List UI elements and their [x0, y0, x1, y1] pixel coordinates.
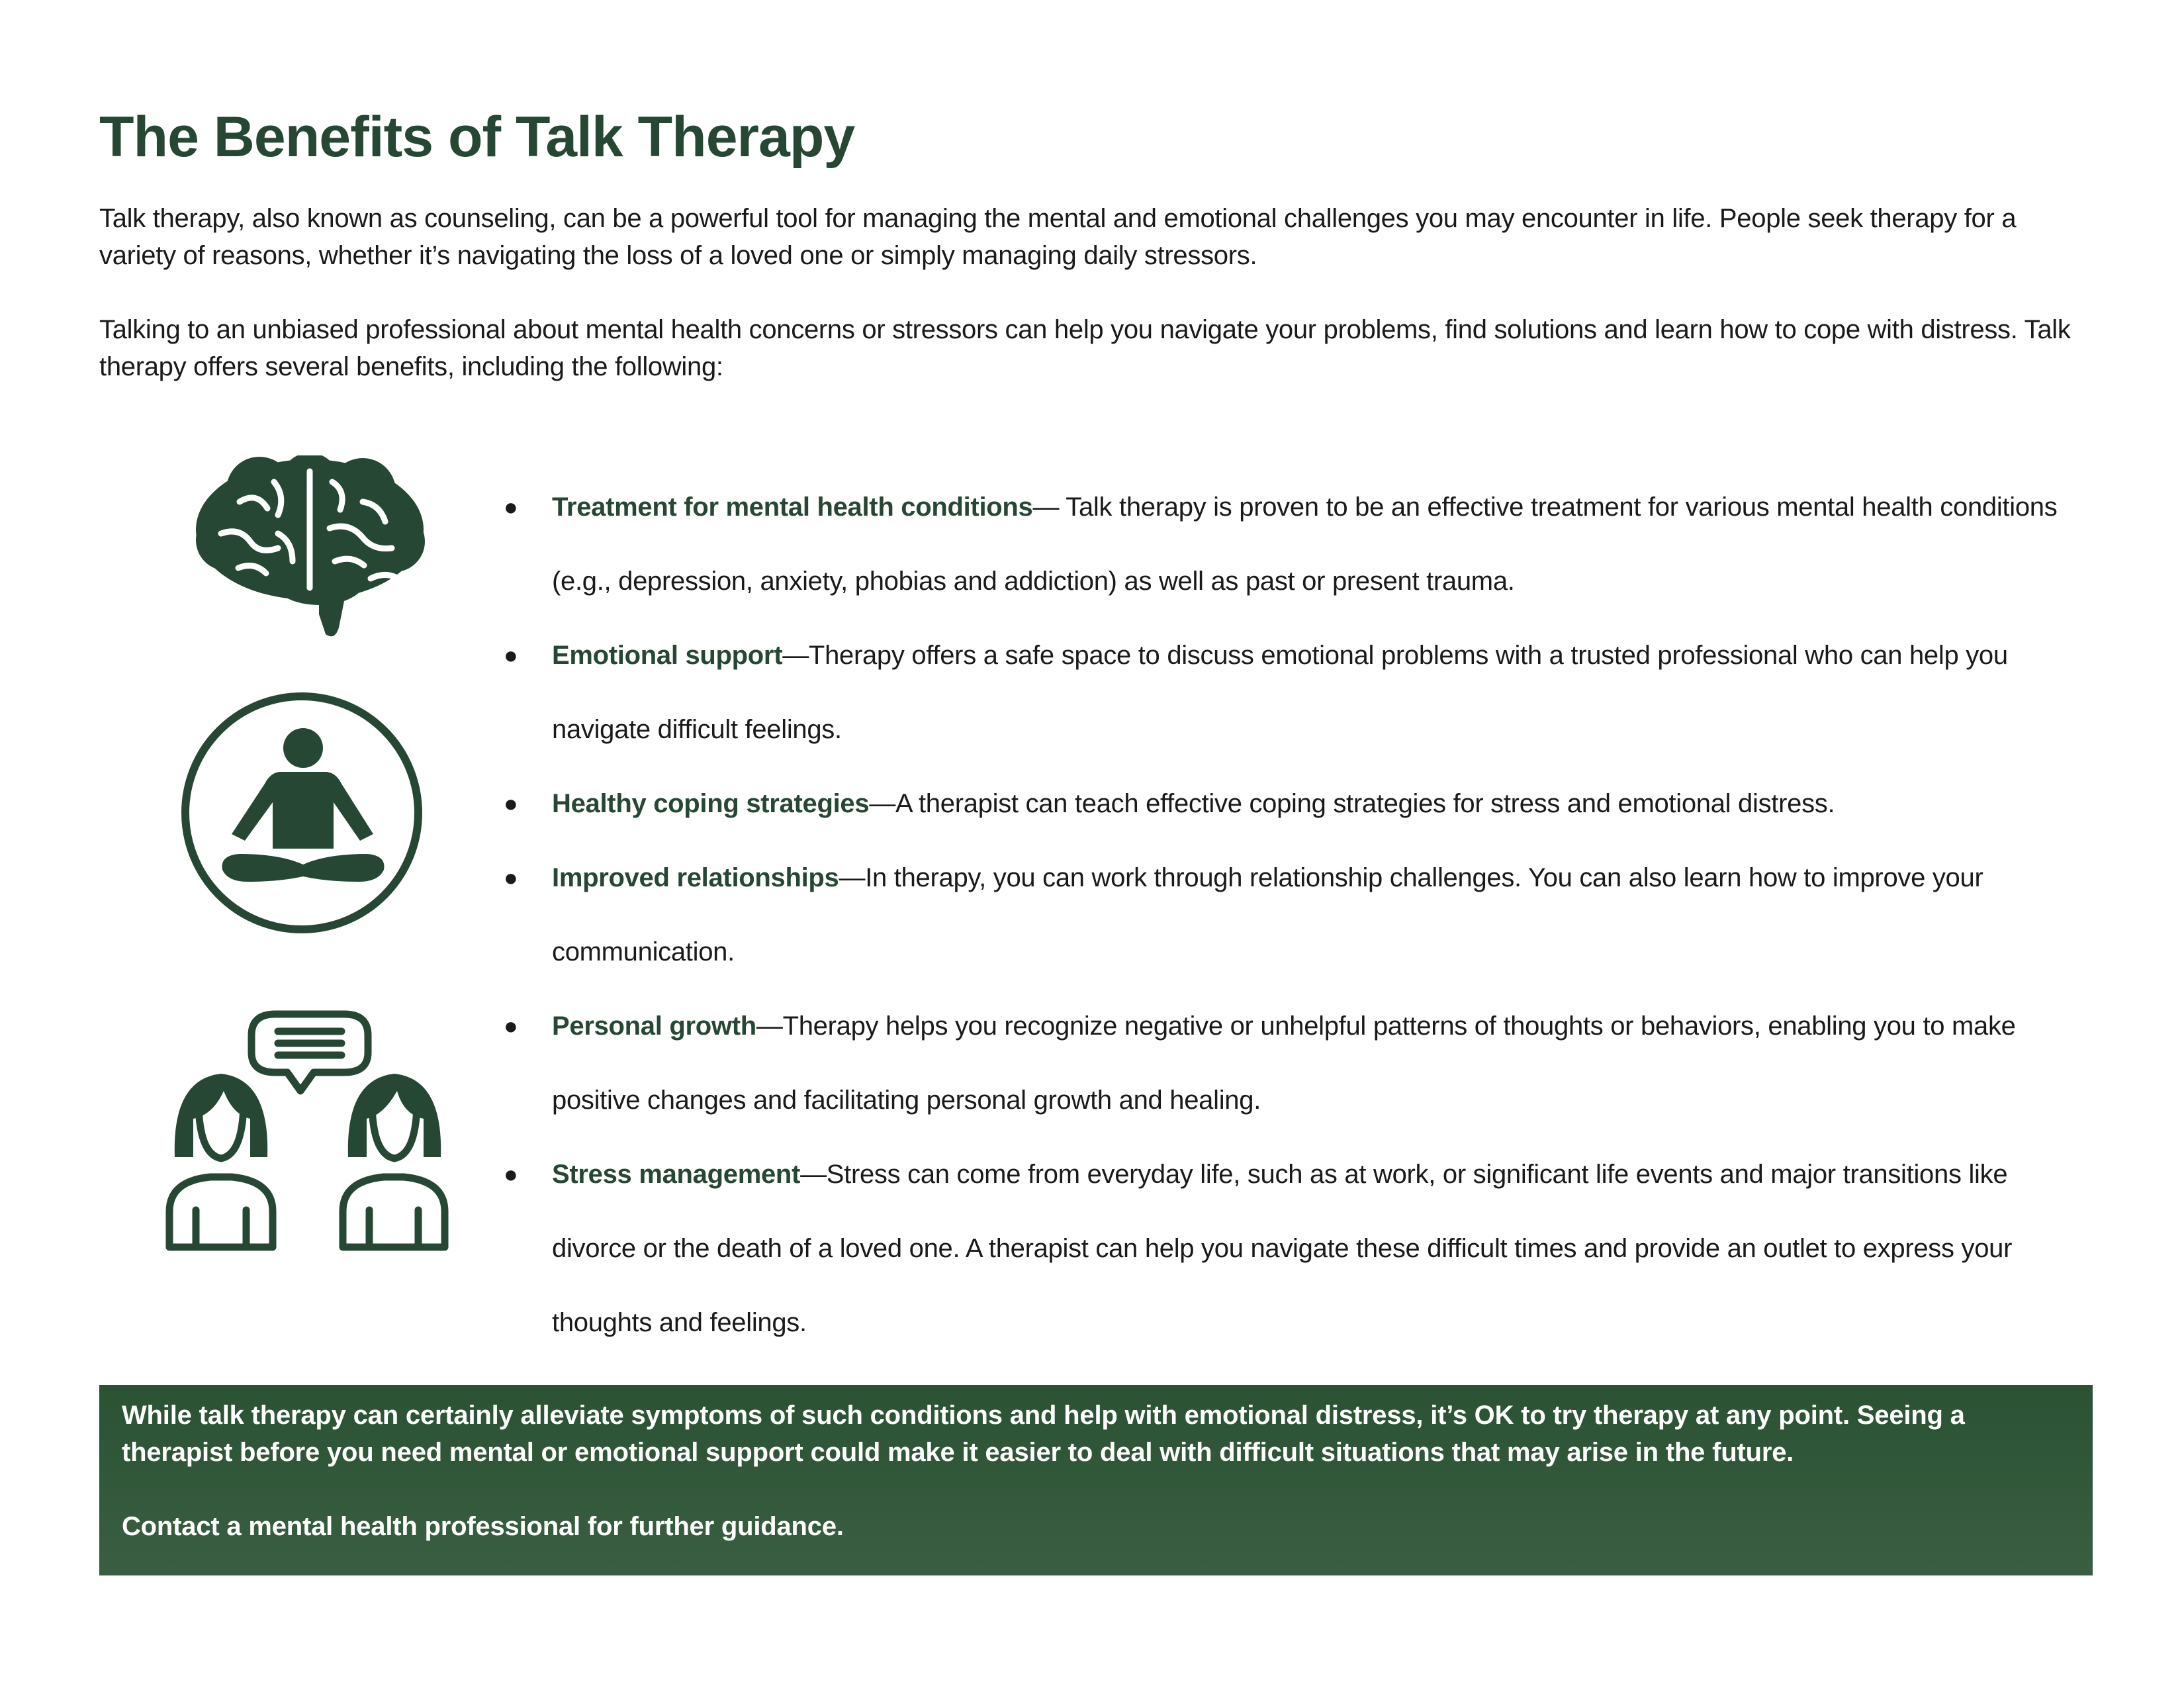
benefit-text: —Stress can come from everyday life, suc… — [552, 1160, 2013, 1337]
list-item: ● Stress management—Stress can come from… — [500, 1137, 2089, 1360]
benefit-text: —A therapist can teach effective coping … — [869, 789, 1835, 818]
benefit-title: Personal growth — [552, 1011, 756, 1041]
benefit-title: Improved relationships — [552, 863, 839, 892]
benefit-text: —In therapy, you can work through relati… — [552, 863, 1983, 966]
bullet-icon: ● — [504, 1160, 518, 1188]
benefit-text: —Therapy offers a safe space to discuss … — [552, 641, 2008, 744]
intro-paragraph-1: Talk therapy, also known as counseling, … — [99, 204, 2017, 270]
benefit-text: — Talk therapy is proven to be an effect… — [552, 492, 2058, 596]
meditation-icon — [180, 691, 424, 935]
list-item: ● Personal growth—Therapy helps you reco… — [500, 989, 2089, 1137]
benefit-title: Treatment for mental health conditions — [552, 492, 1033, 522]
brain-icon — [193, 455, 426, 647]
page-title: The Benefits of Talk Therapy — [99, 105, 855, 169]
list-item: ● Treatment for mental health conditions… — [500, 470, 2089, 618]
list-item: ● Healthy coping strategies—A therapist … — [500, 767, 2089, 841]
benefit-title: Healthy coping strategies — [552, 789, 870, 818]
list-item: ● Improved relationships—In therapy, you… — [500, 841, 2089, 989]
bullet-icon: ● — [504, 493, 518, 520]
callout-body: While talk therapy can certainly allevia… — [122, 1401, 1965, 1467]
intro-paragraph-2: Talking to an unbiased professional abou… — [99, 315, 2071, 381]
bullet-icon: ● — [504, 1012, 518, 1039]
callout-contact: Contact a mental health professional for… — [122, 1512, 844, 1541]
benefit-title: Stress management — [552, 1160, 801, 1189]
bullet-icon: ● — [504, 641, 518, 669]
bullet-icon: ● — [504, 864, 518, 891]
benefits-list: ● Treatment for mental health conditions… — [500, 470, 2089, 1360]
bullet-icon: ● — [504, 790, 518, 817]
list-item: ● Emotional support—Therapy offers a saf… — [500, 618, 2089, 767]
benefit-title: Emotional support — [552, 641, 783, 670]
callout-box: While talk therapy can certainly allevia… — [99, 1385, 2093, 1575]
conversation-icon — [159, 1005, 450, 1256]
benefit-text: —Therapy helps you recognize negative or… — [552, 1011, 2016, 1115]
